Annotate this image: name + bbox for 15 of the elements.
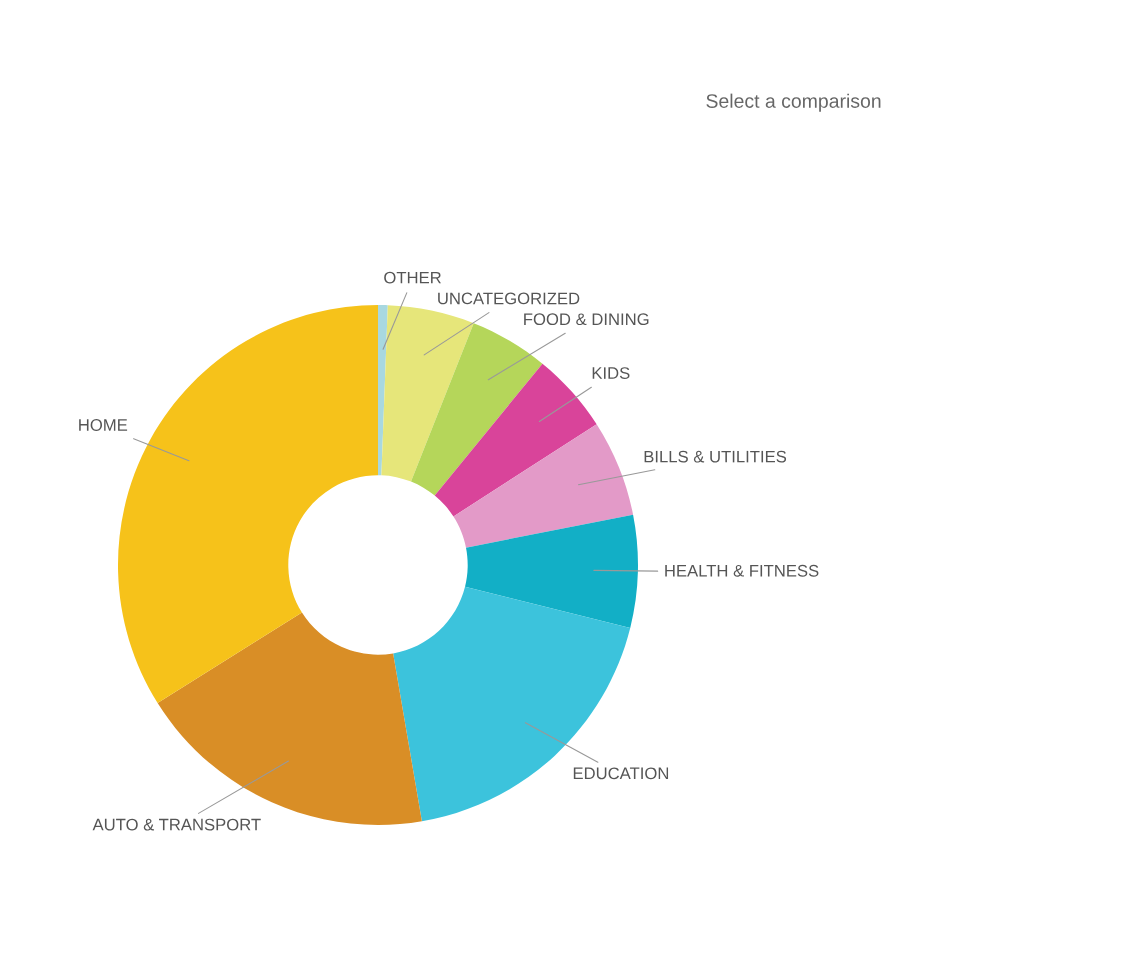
donut-slice <box>411 323 543 496</box>
slice-label: KIDS <box>592 367 630 379</box>
slice-label: BILLS & UTILITIES <box>644 450 787 463</box>
donut-slice <box>378 305 388 476</box>
slice-label: AUTO & TRANSPORT <box>92 818 261 831</box>
donut-slice <box>465 514 638 629</box>
slice-label: FOOD & DINING <box>524 313 649 326</box>
text: Select a comparison <box>706 93 881 112</box>
donut-slice <box>381 305 474 482</box>
slice-label: EDUCATION <box>573 767 669 780</box>
slice-label: OTHER <box>384 271 441 284</box>
slice-label: HEALTH & FITNESS <box>665 564 819 577</box>
donut-slice <box>453 424 634 548</box>
slice-label: UNCATEGORIZED <box>438 292 580 305</box>
slice-label: HOME <box>79 419 128 431</box>
